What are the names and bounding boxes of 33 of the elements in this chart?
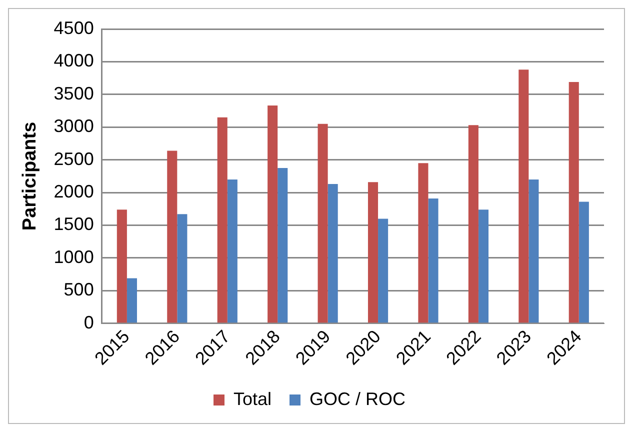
y-tick-label: 1500	[54, 214, 94, 234]
bar	[518, 70, 529, 323]
bar	[278, 168, 288, 323]
bar	[217, 117, 228, 323]
bar	[468, 125, 478, 323]
y-tick-label: 500	[64, 280, 94, 300]
bar	[167, 150, 178, 323]
bar	[378, 218, 388, 323]
bar	[418, 163, 428, 323]
bar	[328, 184, 338, 323]
bar	[318, 124, 328, 323]
bar	[528, 179, 539, 323]
bar	[368, 182, 378, 323]
y-tick-label: 2500	[54, 148, 94, 169]
bar	[177, 214, 188, 323]
y-tick-label: 4000	[54, 50, 94, 71]
y-tick-label: 1000	[54, 246, 94, 267]
legend-label: Total	[233, 388, 272, 409]
bar	[578, 202, 589, 323]
bar	[227, 179, 238, 323]
y-tick-label: 0	[84, 312, 94, 332]
y-tick-label: 2000	[54, 182, 94, 202]
y-axis-title: Participants	[20, 122, 41, 231]
bar	[478, 210, 489, 323]
bar	[428, 198, 438, 323]
bar	[568, 82, 579, 323]
y-tick-label: 4500	[54, 18, 94, 38]
y-tick-label: 3500	[54, 83, 94, 104]
bar	[116, 210, 127, 323]
bar	[268, 106, 278, 323]
legend-label: GOC / ROC	[310, 388, 406, 409]
y-tick-label: 3000	[54, 116, 94, 136]
bar	[126, 278, 137, 323]
